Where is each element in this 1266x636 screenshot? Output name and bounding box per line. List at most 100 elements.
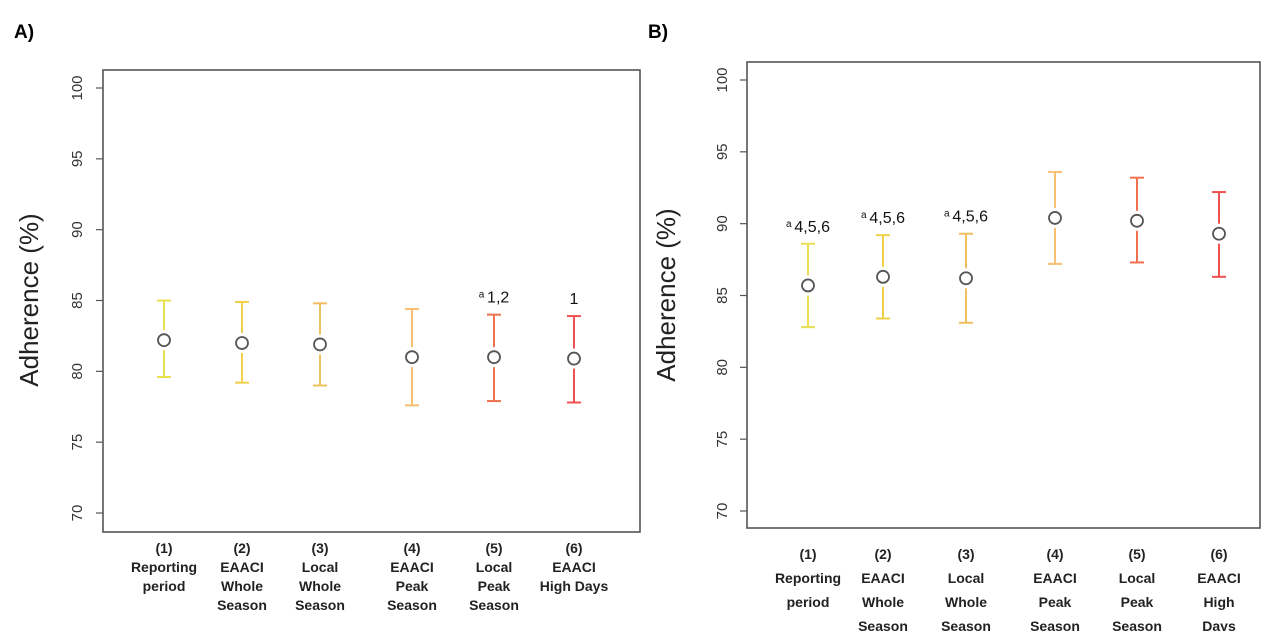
x-category-label: period — [143, 578, 186, 594]
panel-b: B) 70 75 80 85 90 95 100 Adherence (%) (1) Reporti… — [648, 22, 1261, 634]
error-bar — [1212, 191, 1226, 278]
error-bar — [959, 232, 973, 324]
data-point — [487, 350, 501, 365]
annotation-superscript: a — [479, 290, 487, 301]
x-category-label: Peak — [396, 578, 429, 594]
x-category-label: period — [787, 594, 830, 610]
x-category-label: Season — [1112, 618, 1162, 631]
annotation-text: 4,5,6 — [794, 219, 830, 236]
significance-annotation: a 4,5,6 — [944, 209, 988, 226]
y-tick-label: 70 — [69, 505, 86, 522]
error-bar — [876, 234, 890, 320]
x-category-label: EAACI — [220, 559, 264, 575]
x-category-label: Peak — [1039, 594, 1072, 610]
x-category-label: Season — [1030, 618, 1080, 631]
y-tick-label: 90 — [69, 221, 86, 238]
error-bar — [487, 313, 501, 403]
annotation-superscript: a — [786, 219, 794, 230]
y-tick-label: 85 — [714, 287, 731, 304]
y-axis-label: Adherence (%) — [14, 213, 44, 386]
error-bar — [405, 308, 419, 407]
x-category-label: Whole — [945, 594, 987, 610]
x-category-label: Local — [948, 570, 985, 586]
x-category-label: Season — [217, 597, 267, 613]
error-bar — [1048, 170, 1062, 265]
x-category-label: Season — [387, 597, 437, 613]
annotation-text: 1,2 — [487, 290, 509, 307]
data-point — [959, 271, 973, 286]
x-category-label: (5) — [485, 540, 502, 556]
error-bar — [1130, 176, 1144, 264]
x-category-label: (6) — [1210, 546, 1227, 562]
data-point — [1130, 213, 1144, 228]
error-bar — [567, 315, 581, 404]
y-tick-label: 75 — [69, 434, 86, 451]
x-category-label: Whole — [221, 578, 263, 594]
x-category-label: (6) — [565, 540, 582, 556]
error-bar — [313, 302, 327, 387]
x-category-label: High Days — [540, 578, 609, 594]
x-category-label: (1) — [155, 540, 172, 556]
data-point — [405, 350, 419, 365]
y-tick-label: 90 — [714, 215, 731, 232]
x-category-label: Season — [469, 597, 519, 613]
annotation-superscript: a — [944, 209, 952, 220]
error-bar — [235, 300, 249, 384]
x-category-label: (3) — [957, 546, 974, 562]
data-point — [567, 351, 581, 366]
x-category-label: Local — [302, 559, 339, 575]
x-category-label: (3) — [311, 540, 328, 556]
plot-frame — [102, 69, 641, 533]
x-category-label: Season — [295, 597, 345, 613]
x-category-label: Reporting — [131, 559, 197, 575]
data-point — [876, 269, 890, 284]
x-category-label: (5) — [1128, 546, 1145, 562]
x-category-label: (2) — [874, 546, 891, 562]
x-category-label: Whole — [299, 578, 341, 594]
x-category-label: Local — [1119, 570, 1156, 586]
significance-annotation: a 1,2 — [479, 290, 510, 307]
significance-annotation: a 4,5,6 — [786, 219, 830, 236]
y-tick-label: 75 — [714, 431, 731, 448]
annotation-text: 4,5,6 — [869, 210, 905, 227]
x-category-label: Whole — [862, 594, 904, 610]
x-category-label: EAACI — [390, 559, 434, 575]
x-category-label: Local — [476, 559, 513, 575]
data-point — [235, 336, 249, 350]
x-category-label: EAACI — [1197, 570, 1241, 586]
data-point — [801, 278, 815, 293]
y-tick-label: 95 — [714, 143, 731, 160]
x-category-label: Season — [941, 618, 991, 631]
annotation-text: 4,5,6 — [952, 209, 988, 226]
y-tick-label: 95 — [69, 150, 86, 167]
x-category-label: Peak — [478, 578, 511, 594]
panel-label: B) — [648, 22, 668, 43]
data-point — [157, 333, 171, 348]
x-category-label: (1) — [799, 546, 816, 562]
y-tick-label: 85 — [69, 292, 86, 309]
y-tick-label: 100 — [714, 67, 731, 92]
significance-annotation: 1 — [570, 291, 579, 308]
significance-annotation: a 4,5,6 — [861, 210, 905, 227]
annotation-superscript: a — [861, 210, 869, 221]
y-tick-label: 70 — [714, 503, 731, 520]
x-category-label: Peak — [1121, 594, 1154, 610]
data-point — [1048, 211, 1062, 225]
error-bar — [157, 299, 171, 378]
panel-label: A) — [14, 22, 34, 43]
x-category-label: High — [1203, 594, 1234, 610]
y-axis-label: Adherence (%) — [651, 208, 681, 381]
x-category-label: (2) — [233, 540, 250, 556]
data-point — [1212, 226, 1226, 241]
panel-a: A) 70 75 80 85 90 95 100 Adherence (%) (1) Reporti… — [14, 22, 641, 613]
plot-frame — [746, 61, 1261, 529]
error-bar — [801, 242, 815, 329]
y-tick-label: 80 — [714, 359, 731, 376]
x-category-label: (4) — [1046, 546, 1063, 562]
y-tick-label: 80 — [69, 363, 86, 380]
x-category-label: EAACI — [1033, 570, 1077, 586]
data-point — [313, 337, 327, 352]
x-category-label: Season — [858, 618, 908, 631]
x-category-label: Days — [1202, 618, 1236, 631]
